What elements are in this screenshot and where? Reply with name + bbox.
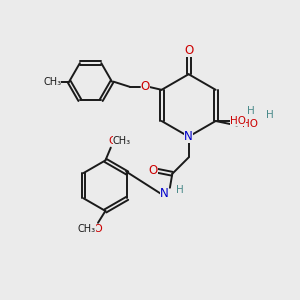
Text: HO: HO bbox=[242, 119, 258, 129]
Text: HO: HO bbox=[230, 116, 246, 126]
Text: H: H bbox=[176, 185, 184, 195]
Text: N: N bbox=[160, 187, 169, 200]
Text: H: H bbox=[266, 110, 274, 120]
Text: H: H bbox=[248, 106, 255, 116]
Text: CH₃: CH₃ bbox=[113, 136, 131, 146]
Text: N: N bbox=[184, 130, 193, 143]
Text: O: O bbox=[141, 80, 150, 93]
Text: O: O bbox=[94, 224, 102, 234]
Text: CH₃: CH₃ bbox=[78, 224, 96, 234]
Text: O: O bbox=[184, 44, 193, 57]
Text: CH₃: CH₃ bbox=[43, 76, 61, 87]
Text: O: O bbox=[148, 164, 158, 177]
Text: O: O bbox=[108, 136, 117, 146]
